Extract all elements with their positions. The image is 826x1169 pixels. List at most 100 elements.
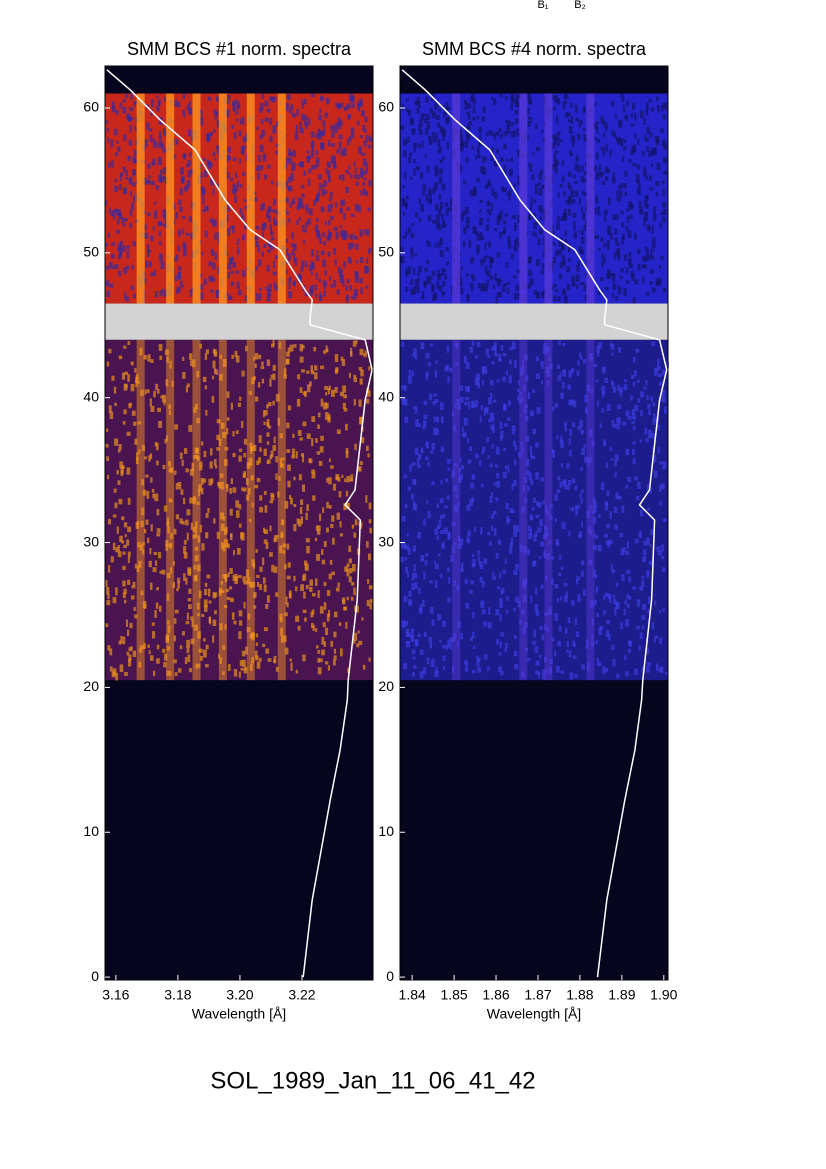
texture xyxy=(328,219,331,226)
texture xyxy=(277,417,280,426)
texture xyxy=(253,591,257,598)
texture xyxy=(647,507,650,511)
texture xyxy=(166,573,171,578)
texture xyxy=(134,438,138,445)
texture xyxy=(567,119,572,123)
texture xyxy=(340,231,343,237)
texture xyxy=(148,128,153,132)
texture xyxy=(496,219,500,225)
texture xyxy=(630,112,633,118)
texture xyxy=(347,138,350,146)
texture xyxy=(217,183,221,188)
texture xyxy=(230,281,234,287)
texture xyxy=(285,248,289,256)
texture xyxy=(618,184,622,191)
texture xyxy=(237,237,240,242)
texture xyxy=(529,528,532,537)
texture xyxy=(187,598,192,602)
texture xyxy=(173,528,177,535)
texture xyxy=(617,284,620,288)
texture xyxy=(213,459,217,466)
texture xyxy=(274,255,279,260)
texture xyxy=(363,140,367,147)
texture xyxy=(488,241,491,248)
texture xyxy=(353,234,356,240)
texture xyxy=(590,388,594,394)
texture xyxy=(458,134,463,143)
texture xyxy=(424,117,428,123)
texture xyxy=(403,198,406,205)
texture xyxy=(439,515,443,520)
texture xyxy=(445,478,449,483)
texture xyxy=(278,342,282,349)
texture xyxy=(336,587,340,592)
texture xyxy=(559,372,562,377)
texture xyxy=(168,404,171,410)
texture xyxy=(338,141,342,149)
texture xyxy=(613,506,618,513)
texture xyxy=(233,549,236,556)
texture xyxy=(532,152,535,156)
texture xyxy=(355,181,359,186)
y-tick-label: 30 xyxy=(378,533,394,549)
texture xyxy=(605,540,610,545)
texture xyxy=(551,556,555,560)
texture xyxy=(162,209,167,218)
texture xyxy=(625,225,629,232)
texture xyxy=(513,479,517,486)
texture xyxy=(369,598,374,604)
texture xyxy=(479,459,482,467)
texture xyxy=(617,254,621,261)
texture xyxy=(556,435,559,440)
texture xyxy=(158,605,162,612)
texture xyxy=(401,620,406,628)
texture xyxy=(568,449,572,457)
texture xyxy=(199,343,202,349)
texture xyxy=(564,94,569,99)
texture xyxy=(136,520,139,526)
texture xyxy=(499,434,503,442)
texture xyxy=(560,216,564,221)
texture xyxy=(658,280,662,286)
texture xyxy=(224,624,227,630)
texture xyxy=(573,221,576,229)
texture xyxy=(144,223,147,231)
texture xyxy=(193,407,197,414)
spectral-line xyxy=(586,93,595,304)
texture xyxy=(431,659,435,668)
texture xyxy=(183,546,187,554)
texture xyxy=(258,657,262,662)
texture xyxy=(571,478,576,484)
texture xyxy=(345,490,349,497)
texture xyxy=(497,586,500,590)
texture xyxy=(568,257,571,262)
texture xyxy=(625,671,629,677)
texture xyxy=(137,542,141,548)
texture xyxy=(112,542,116,551)
texture xyxy=(600,482,605,491)
texture xyxy=(641,625,644,630)
texture xyxy=(121,216,124,224)
texture xyxy=(580,570,584,577)
texture xyxy=(243,580,247,585)
texture xyxy=(483,558,488,565)
texture xyxy=(664,145,667,150)
texture xyxy=(441,183,446,191)
texture xyxy=(294,132,299,141)
texture xyxy=(615,295,618,301)
texture xyxy=(551,578,554,585)
texture xyxy=(348,114,351,118)
texture xyxy=(203,278,207,286)
texture xyxy=(603,439,607,447)
texture xyxy=(234,172,238,178)
spectral-line xyxy=(277,93,286,304)
texture xyxy=(632,458,636,465)
texture xyxy=(232,262,237,268)
texture xyxy=(185,232,190,237)
texture xyxy=(345,423,348,431)
texture xyxy=(153,141,158,148)
texture xyxy=(115,587,118,596)
texture xyxy=(442,129,446,137)
texture xyxy=(419,671,424,679)
texture xyxy=(602,150,605,157)
